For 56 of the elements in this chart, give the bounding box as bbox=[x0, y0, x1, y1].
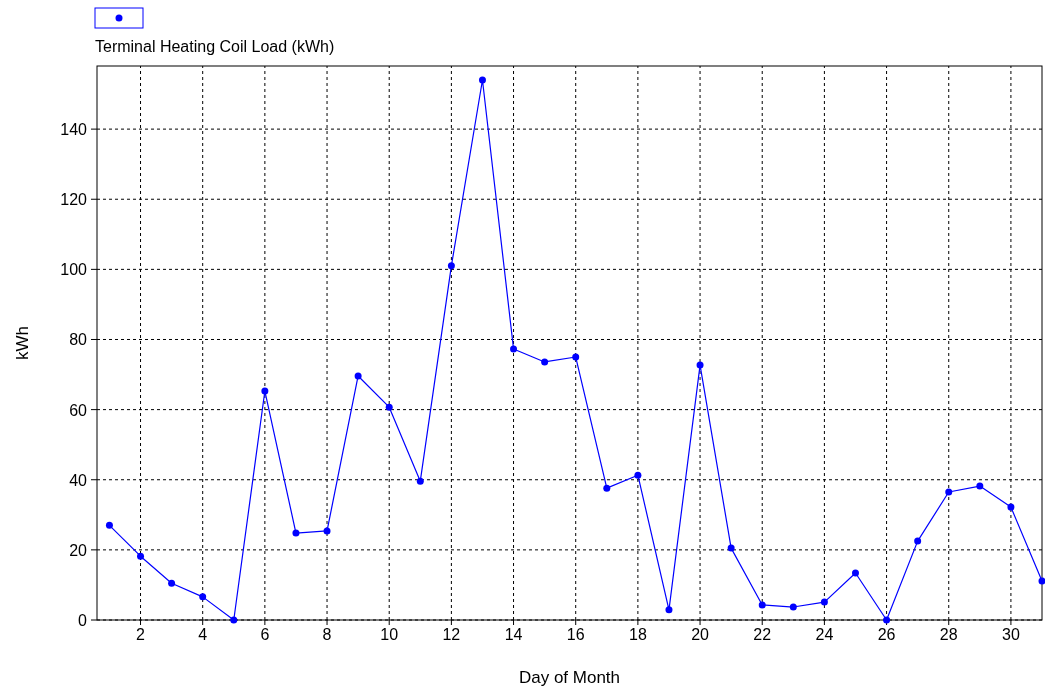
point bbox=[603, 484, 611, 492]
point bbox=[945, 488, 953, 496]
point bbox=[914, 537, 922, 545]
x-tick-label: 12 bbox=[442, 626, 461, 643]
point bbox=[230, 616, 238, 624]
y-tick-label: 100 bbox=[60, 261, 88, 279]
point bbox=[851, 569, 859, 577]
point bbox=[1007, 503, 1015, 511]
point bbox=[447, 262, 455, 270]
point bbox=[634, 471, 642, 479]
legend-label: Terminal Heating Coil Load (kWh) bbox=[95, 38, 335, 55]
point bbox=[199, 593, 207, 601]
point bbox=[727, 544, 735, 552]
point bbox=[168, 579, 176, 587]
x-axis-title: Day of Month bbox=[518, 668, 621, 687]
y-tick-label: 20 bbox=[69, 541, 88, 559]
point bbox=[976, 482, 984, 490]
point bbox=[261, 387, 269, 395]
x-tick-label: 6 bbox=[260, 626, 270, 643]
y-tick-label: 120 bbox=[60, 191, 88, 209]
x-tick-label: 30 bbox=[1002, 626, 1020, 643]
x-tick-label: 4 bbox=[198, 626, 208, 643]
x-tick-label: 26 bbox=[877, 626, 896, 643]
x-tick-label: 10 bbox=[380, 626, 399, 643]
point bbox=[510, 345, 518, 353]
point bbox=[105, 521, 113, 529]
x-tick-label: 24 bbox=[815, 626, 834, 643]
point bbox=[665, 606, 673, 614]
y-axis-title: kWh bbox=[13, 326, 32, 360]
point bbox=[292, 529, 300, 537]
point bbox=[385, 403, 393, 411]
x-tick-label: 20 bbox=[691, 626, 710, 643]
x-tick-label: 18 bbox=[628, 626, 647, 643]
x-tick-label: 22 bbox=[753, 626, 772, 643]
point bbox=[758, 601, 766, 609]
point bbox=[541, 358, 549, 366]
x-tick-label: 2 bbox=[136, 626, 146, 643]
point bbox=[354, 372, 362, 380]
x-tick-label: 8 bbox=[322, 626, 332, 643]
point bbox=[1038, 577, 1045, 585]
x-tick-label: 28 bbox=[939, 626, 958, 643]
y-tick-label: 40 bbox=[69, 471, 88, 489]
x-tick-label: 16 bbox=[566, 626, 585, 643]
y-tick-label: 60 bbox=[69, 401, 88, 419]
point bbox=[820, 598, 828, 606]
point bbox=[789, 603, 797, 611]
point bbox=[137, 552, 145, 560]
point bbox=[696, 361, 704, 369]
point bbox=[478, 76, 486, 84]
point bbox=[323, 527, 331, 535]
point bbox=[572, 353, 580, 361]
x-tick-label: 14 bbox=[504, 626, 523, 643]
point bbox=[416, 477, 424, 485]
y-tick-label: 80 bbox=[69, 331, 88, 349]
y-tick-label: 0 bbox=[78, 612, 88, 629]
y-tick-label: 140 bbox=[60, 121, 88, 139]
